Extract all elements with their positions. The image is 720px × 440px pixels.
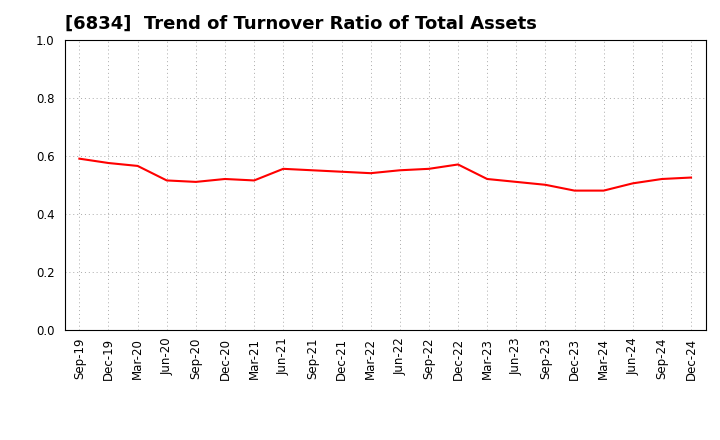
Text: [6834]  Trend of Turnover Ratio of Total Assets: [6834] Trend of Turnover Ratio of Total … xyxy=(65,15,536,33)
